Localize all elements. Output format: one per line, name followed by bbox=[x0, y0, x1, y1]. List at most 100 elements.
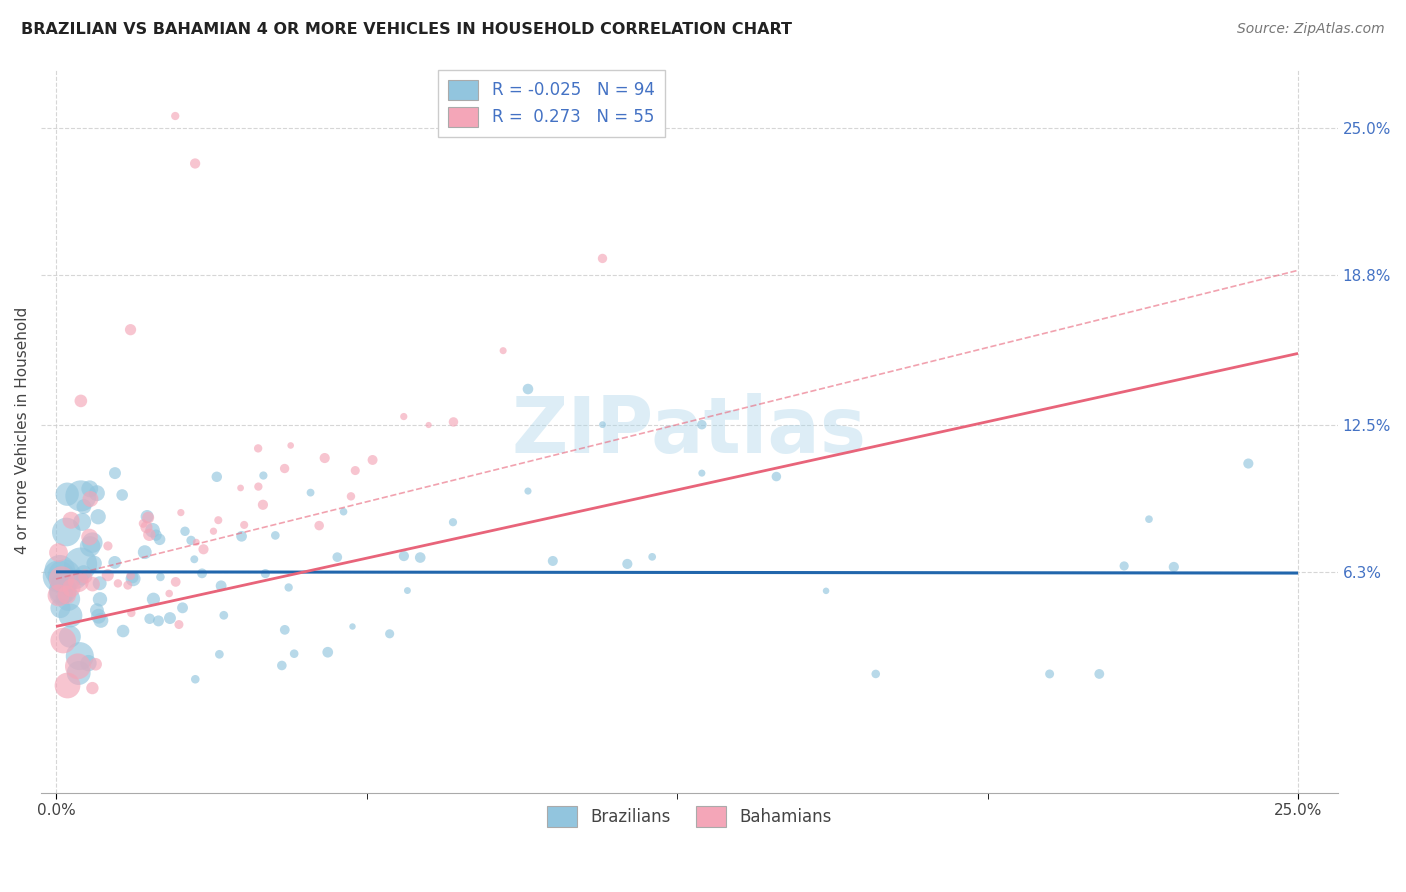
Point bbox=[1114, 558, 1136, 573]
Point bbox=[616, 557, 638, 571]
Point bbox=[184, 673, 207, 687]
Point bbox=[157, 586, 180, 600]
Point bbox=[392, 549, 415, 563]
Point bbox=[865, 667, 887, 681]
Point bbox=[82, 535, 104, 549]
Point bbox=[122, 572, 145, 586]
Point bbox=[342, 619, 364, 633]
Point bbox=[135, 520, 157, 534]
Point bbox=[641, 549, 664, 564]
Text: Source: ZipAtlas.com: Source: ZipAtlas.com bbox=[1237, 22, 1385, 37]
Point bbox=[72, 566, 94, 580]
Point bbox=[418, 417, 440, 432]
Point bbox=[67, 666, 90, 681]
Point bbox=[69, 557, 91, 571]
Point bbox=[314, 450, 336, 465]
Point bbox=[134, 545, 156, 559]
Point bbox=[690, 417, 713, 432]
Point bbox=[48, 545, 70, 559]
Point bbox=[443, 415, 465, 429]
Point bbox=[280, 438, 302, 452]
Point bbox=[70, 393, 93, 408]
Point bbox=[112, 624, 135, 638]
Point bbox=[172, 600, 194, 615]
Point bbox=[87, 509, 110, 524]
Point bbox=[592, 252, 614, 266]
Point bbox=[229, 481, 252, 495]
Point bbox=[186, 535, 208, 549]
Point bbox=[167, 617, 190, 632]
Point bbox=[121, 570, 143, 584]
Point bbox=[184, 156, 207, 170]
Point bbox=[299, 485, 322, 500]
Point bbox=[120, 568, 142, 582]
Point bbox=[111, 488, 134, 502]
Point bbox=[142, 523, 165, 537]
Point bbox=[344, 464, 367, 478]
Point bbox=[56, 679, 79, 693]
Point bbox=[90, 613, 112, 627]
Point bbox=[97, 568, 120, 582]
Point bbox=[174, 524, 197, 539]
Point bbox=[690, 466, 713, 480]
Point bbox=[247, 480, 270, 494]
Point bbox=[48, 589, 70, 603]
Point bbox=[70, 515, 93, 529]
Point bbox=[254, 566, 277, 581]
Point bbox=[815, 583, 838, 598]
Point bbox=[117, 578, 139, 592]
Point bbox=[51, 572, 73, 586]
Point bbox=[165, 574, 187, 589]
Point bbox=[70, 572, 93, 586]
Y-axis label: 4 or more Vehicles in Household: 4 or more Vehicles in Household bbox=[15, 307, 30, 554]
Point bbox=[48, 569, 70, 583]
Point bbox=[70, 489, 93, 503]
Point bbox=[191, 566, 214, 581]
Point bbox=[517, 484, 540, 499]
Point bbox=[89, 592, 111, 607]
Point bbox=[396, 583, 419, 598]
Point bbox=[283, 647, 305, 661]
Point bbox=[83, 557, 105, 571]
Point bbox=[183, 552, 205, 566]
Point bbox=[1088, 667, 1111, 681]
Point bbox=[52, 583, 75, 598]
Point bbox=[56, 487, 79, 501]
Point bbox=[207, 513, 229, 527]
Point bbox=[138, 612, 160, 626]
Legend: Brazilians, Bahamians: Brazilians, Bahamians bbox=[538, 798, 839, 835]
Point bbox=[75, 569, 97, 583]
Point bbox=[86, 603, 108, 617]
Point bbox=[149, 533, 172, 547]
Point bbox=[149, 570, 172, 584]
Point bbox=[208, 648, 231, 662]
Text: BRAZILIAN VS BAHAMIAN 4 OR MORE VEHICLES IN HOUSEHOLD CORRELATION CHART: BRAZILIAN VS BAHAMIAN 4 OR MORE VEHICLES… bbox=[21, 22, 792, 37]
Point bbox=[1237, 457, 1260, 471]
Point bbox=[274, 623, 297, 637]
Point bbox=[82, 577, 104, 591]
Point bbox=[120, 606, 142, 620]
Point bbox=[212, 608, 235, 623]
Point bbox=[202, 524, 225, 539]
Point bbox=[378, 627, 401, 641]
Point bbox=[120, 323, 142, 337]
Point bbox=[205, 470, 228, 484]
Point bbox=[326, 550, 349, 565]
Point bbox=[60, 513, 83, 527]
Point bbox=[180, 533, 202, 548]
Point bbox=[209, 579, 232, 593]
Point bbox=[308, 518, 330, 533]
Point bbox=[107, 576, 129, 591]
Point bbox=[264, 528, 287, 542]
Point bbox=[277, 581, 299, 595]
Point bbox=[55, 524, 77, 539]
Point bbox=[252, 468, 274, 483]
Point bbox=[86, 486, 108, 500]
Text: ZIPatlas: ZIPatlas bbox=[512, 392, 868, 468]
Point bbox=[332, 505, 354, 519]
Point bbox=[89, 576, 111, 591]
Point bbox=[136, 509, 159, 524]
Point bbox=[104, 466, 127, 480]
Point bbox=[66, 659, 89, 673]
Point bbox=[138, 528, 160, 542]
